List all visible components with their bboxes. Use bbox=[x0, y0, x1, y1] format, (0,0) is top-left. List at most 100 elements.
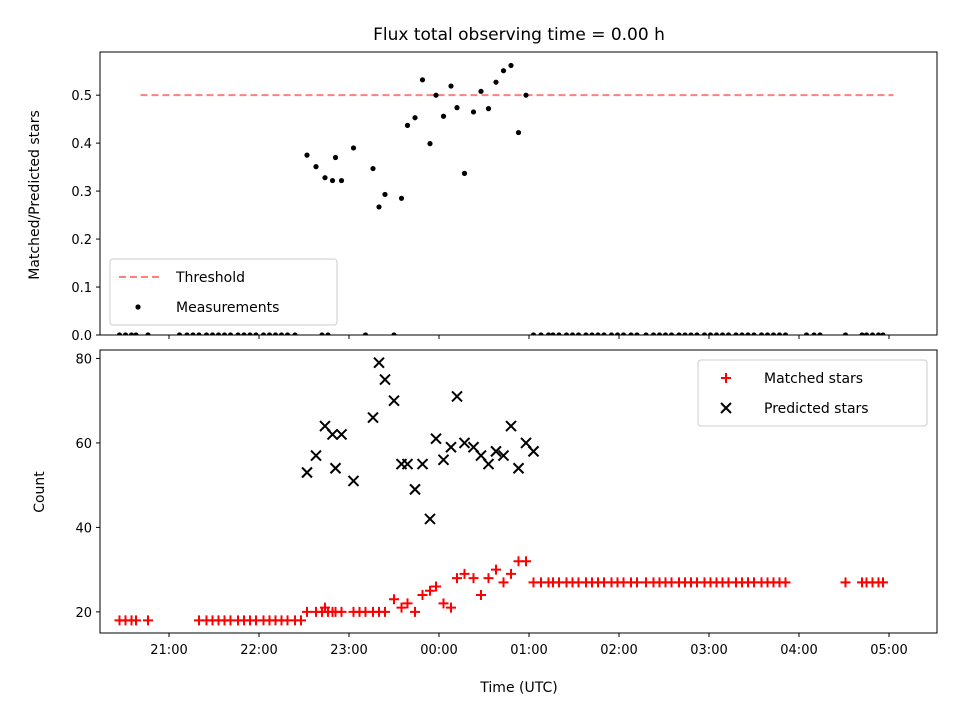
measurement-point bbox=[376, 204, 382, 210]
predicted-star-point bbox=[416, 458, 429, 470]
matched-star-point bbox=[438, 598, 449, 609]
predicted-star-point bbox=[379, 373, 391, 386]
bottom-y-tick-label: 60 bbox=[75, 437, 92, 452]
measurement-point bbox=[440, 113, 447, 119]
measurement-point bbox=[620, 332, 627, 335]
x-tick-label: 03:00 bbox=[690, 643, 727, 658]
measurement-point bbox=[713, 332, 720, 335]
measurement-point bbox=[842, 332, 849, 335]
top-chart-title: Flux total observing time = 0.00 h bbox=[373, 25, 665, 45]
top-y-tick-label: 0.5 bbox=[71, 89, 92, 104]
measurement-point bbox=[313, 164, 319, 170]
measurement-point bbox=[461, 170, 468, 176]
predicted-star-point bbox=[329, 462, 342, 474]
bottom-y-axis-label: Count bbox=[32, 471, 48, 513]
measurement-point bbox=[863, 332, 870, 335]
measurement-point bbox=[508, 62, 514, 69]
x-tick-label: 05:00 bbox=[870, 643, 907, 658]
predicted-star-point bbox=[490, 445, 502, 458]
matched-star-point bbox=[452, 573, 462, 584]
measurement-point bbox=[676, 332, 682, 335]
bottom-y-tick-label: 40 bbox=[75, 521, 92, 536]
matched-star-point bbox=[380, 606, 390, 617]
matched-star-point bbox=[780, 577, 791, 588]
measurement-point bbox=[694, 332, 700, 335]
matched-star-point bbox=[410, 606, 420, 617]
predicted-star-point bbox=[388, 394, 400, 407]
top-data-marks bbox=[116, 62, 894, 335]
matched-star-point bbox=[468, 573, 479, 584]
measurement-point bbox=[595, 332, 601, 335]
measurement-point bbox=[583, 332, 589, 335]
top-plot-frame bbox=[99, 51, 938, 336]
measurement-point bbox=[382, 191, 388, 198]
measurement-point bbox=[614, 332, 621, 335]
measurement-point bbox=[493, 79, 499, 85]
measurement-point bbox=[569, 332, 576, 335]
matched-star-point bbox=[521, 556, 531, 567]
measurement-point bbox=[751, 332, 757, 335]
predicted-star-point bbox=[451, 390, 463, 403]
predicted-star-point bbox=[326, 428, 339, 441]
measurement-point bbox=[745, 332, 751, 335]
measurement-point bbox=[575, 332, 582, 335]
legend-label: Measurements bbox=[176, 300, 279, 316]
top-y-tick-label: 0.0 bbox=[71, 329, 92, 344]
measurement-point bbox=[235, 332, 241, 335]
measurement-point bbox=[875, 332, 882, 335]
predicted-star-point bbox=[347, 475, 360, 487]
measurement-point bbox=[133, 332, 139, 335]
measurement-point bbox=[776, 332, 783, 335]
top-legend: Threshold Measurements bbox=[109, 258, 338, 326]
measurement-point bbox=[470, 109, 477, 115]
measurement-point bbox=[203, 332, 210, 335]
matched-star-point bbox=[389, 594, 399, 605]
x-tick-label: 00:00 bbox=[420, 643, 457, 658]
measurement-point bbox=[427, 141, 433, 147]
matched-star-point bbox=[632, 577, 642, 588]
predicted-star-point bbox=[505, 420, 517, 432]
predicted-star-point bbox=[437, 454, 450, 466]
measurement-point bbox=[782, 332, 789, 335]
measurement-point bbox=[589, 332, 595, 335]
matched-star-point bbox=[483, 573, 494, 584]
x-tick-label: 02:00 bbox=[600, 643, 637, 658]
measurement-point bbox=[227, 332, 234, 335]
predicted-star-point bbox=[335, 428, 348, 441]
measurement-point bbox=[247, 332, 253, 335]
measurement-point bbox=[650, 332, 657, 335]
predicted-star-point bbox=[401, 458, 414, 470]
bottom-y-tick-label: 20 bbox=[75, 606, 92, 621]
predicted-star-point bbox=[458, 437, 471, 449]
top-y-tick-label: 0.2 bbox=[71, 233, 92, 248]
measurement-point bbox=[370, 165, 376, 172]
bottom-legend: Matched stars Predicted stars bbox=[697, 359, 928, 427]
matched-star-point bbox=[417, 589, 428, 600]
matched-star-point bbox=[425, 585, 435, 596]
matched-star-point bbox=[320, 602, 330, 613]
measurement-point bbox=[803, 332, 810, 335]
measurement-point bbox=[515, 129, 522, 136]
matched-star-point bbox=[459, 568, 470, 579]
matched-star-point bbox=[446, 602, 456, 613]
measurement-point bbox=[662, 332, 669, 335]
measurement-point bbox=[608, 332, 615, 335]
measurement-point bbox=[221, 332, 228, 335]
measurement-point bbox=[190, 332, 196, 335]
matched-star-point bbox=[878, 577, 888, 588]
measurement-point bbox=[329, 177, 336, 184]
measurement-point bbox=[332, 154, 339, 161]
measurement-point bbox=[292, 332, 298, 335]
measurement-point bbox=[448, 83, 454, 89]
predicted-star-point bbox=[482, 458, 495, 470]
predicted-star-point bbox=[373, 356, 385, 369]
matched-star-point bbox=[431, 581, 441, 592]
measurement-point bbox=[739, 332, 745, 335]
x-tick-label: 04:00 bbox=[780, 643, 817, 658]
predicted-star-point bbox=[424, 513, 436, 525]
predicted-star-point bbox=[497, 449, 510, 462]
measurement-point bbox=[688, 332, 694, 335]
measurement-point bbox=[398, 195, 405, 201]
legend-label: Threshold bbox=[175, 270, 245, 286]
predicted-star-point bbox=[409, 483, 421, 496]
